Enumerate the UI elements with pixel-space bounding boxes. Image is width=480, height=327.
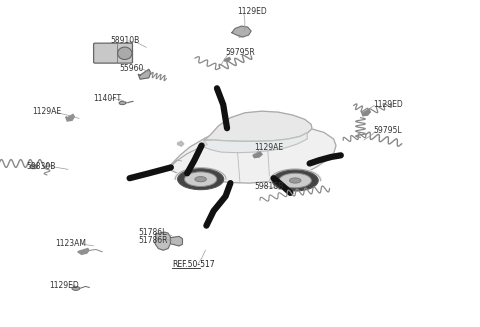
Polygon shape [225, 58, 230, 61]
Ellipse shape [279, 173, 312, 188]
Text: 59795L: 59795L [373, 126, 402, 135]
Text: 1129ED: 1129ED [49, 281, 79, 290]
Polygon shape [204, 132, 307, 153]
Polygon shape [239, 32, 246, 37]
Ellipse shape [72, 286, 80, 290]
Ellipse shape [184, 172, 217, 186]
Ellipse shape [272, 170, 318, 191]
Text: 51786R: 51786R [138, 236, 168, 245]
Text: 1140FT: 1140FT [94, 94, 122, 103]
Ellipse shape [195, 177, 206, 182]
Text: 55960: 55960 [119, 64, 144, 73]
Text: 1123AM: 1123AM [55, 239, 86, 248]
Text: 1129AE: 1129AE [254, 143, 284, 152]
Polygon shape [138, 69, 151, 79]
Polygon shape [253, 152, 262, 158]
Polygon shape [269, 168, 322, 181]
Ellipse shape [30, 165, 37, 169]
Text: 58910B: 58910B [110, 36, 140, 45]
Ellipse shape [118, 47, 132, 60]
Ellipse shape [289, 178, 301, 183]
Text: REF.50-517: REF.50-517 [172, 260, 215, 269]
Polygon shape [170, 236, 182, 246]
Text: 59830B: 59830B [26, 162, 56, 171]
Polygon shape [204, 111, 312, 141]
Polygon shape [155, 232, 170, 250]
Polygon shape [66, 114, 74, 121]
Text: 1129ED: 1129ED [238, 7, 267, 16]
Text: 59810B: 59810B [254, 182, 284, 191]
Polygon shape [178, 141, 184, 146]
Text: 1129AE: 1129AE [33, 107, 62, 116]
Text: 1129ED: 1129ED [373, 100, 403, 109]
Polygon shape [174, 167, 227, 179]
Text: 59795R: 59795R [226, 48, 255, 57]
Ellipse shape [178, 169, 224, 190]
Text: 51786L: 51786L [138, 228, 167, 237]
Ellipse shape [119, 101, 126, 105]
Polygon shape [78, 249, 89, 254]
Polygon shape [168, 124, 336, 183]
Polygon shape [232, 26, 251, 37]
FancyBboxPatch shape [94, 43, 132, 63]
Polygon shape [361, 110, 370, 116]
